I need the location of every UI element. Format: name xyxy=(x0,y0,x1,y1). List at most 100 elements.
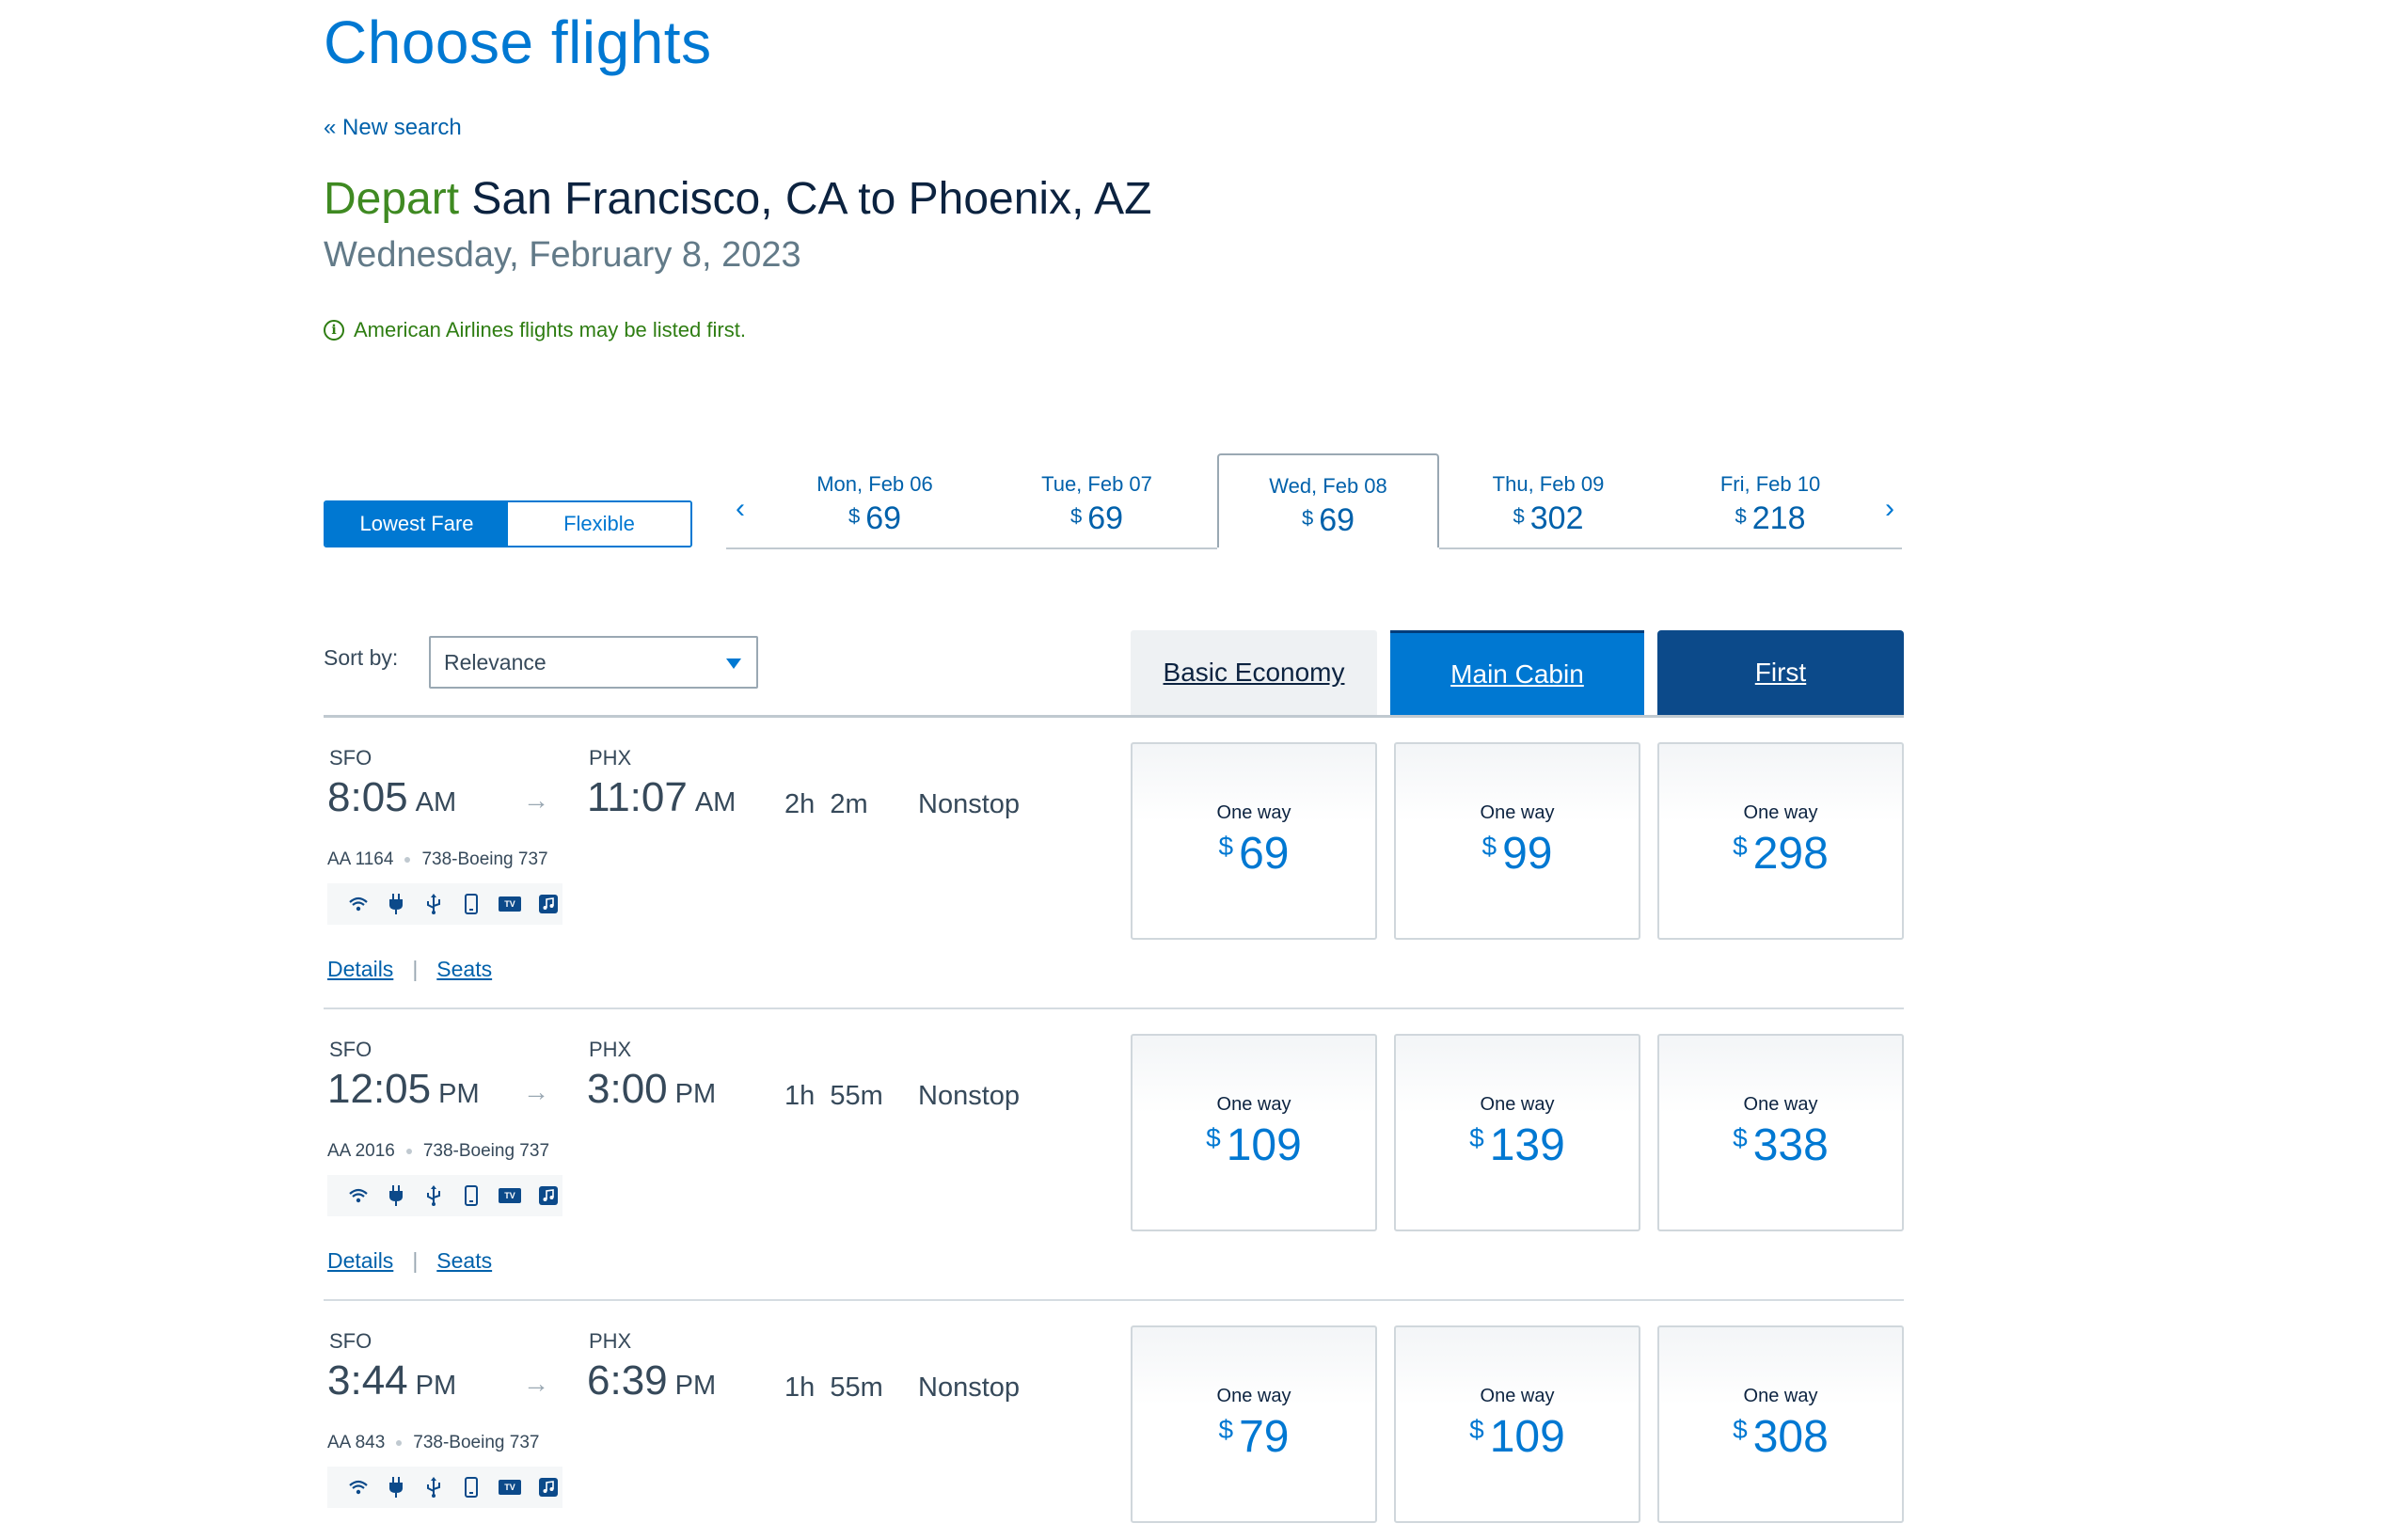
basic-economy-price-button[interactable]: One way $69 xyxy=(1131,742,1377,940)
basic-economy-price-button[interactable]: One way $79 xyxy=(1131,1325,1377,1523)
basic-economy-price-button[interactable]: One way $109 xyxy=(1131,1034,1377,1231)
arrow-right-icon: → xyxy=(523,1369,549,1398)
tv-icon: TV xyxy=(499,1188,521,1203)
details-link[interactable]: Details xyxy=(327,1248,394,1273)
arrow-right-icon: → xyxy=(523,1077,549,1106)
arrow-right-icon: → xyxy=(523,785,549,815)
flight-row: SFO 12:05 PM → PHX 3:00 PM 1h 55m Nonstop … xyxy=(324,1009,1904,1301)
sort-label: Sort by: xyxy=(324,645,399,670)
flight-number: AA 1164 xyxy=(327,849,394,869)
separator-dot xyxy=(404,857,411,863)
fare-label: One way xyxy=(1480,1094,1555,1115)
route-heading: Depart San Francisco, CA to Phoenix, AZ xyxy=(324,173,1151,225)
flight-number: AA 843 xyxy=(327,1433,386,1452)
fare-amount: $69 xyxy=(1218,829,1290,879)
date-price: $69 xyxy=(1301,502,1355,538)
fare-label: One way xyxy=(1216,1386,1291,1406)
wifi-icon xyxy=(348,894,369,914)
date-price: $302 xyxy=(1513,500,1584,536)
fare-amount: $308 xyxy=(1733,1412,1829,1462)
fare-amount: $338 xyxy=(1733,1120,1829,1170)
sort-select[interactable]: Relevance xyxy=(429,636,758,689)
info-message: i American Airlines flights may be liste… xyxy=(324,318,746,342)
flight-info: AA 1164 738-Boeing 737 xyxy=(327,849,548,870)
fare-label: One way xyxy=(1743,802,1818,823)
fare-amount: $109 xyxy=(1206,1120,1302,1170)
fare-amount: $298 xyxy=(1733,829,1829,879)
first-price-button[interactable]: One way $338 xyxy=(1657,1034,1904,1231)
date-option[interactable]: Fri, Feb 10 $218 xyxy=(1661,463,1879,549)
details-link[interactable]: Details xyxy=(327,957,394,981)
wifi-icon xyxy=(348,1185,369,1206)
lowest-fare-option[interactable]: Lowest Fare xyxy=(325,502,508,546)
fare-type-toggle: Lowest Fare Flexible xyxy=(324,500,692,547)
power-icon xyxy=(386,1477,406,1498)
seats-link[interactable]: Seats xyxy=(436,1248,493,1273)
date-label: Fri, Feb 10 xyxy=(1719,472,1821,496)
depart-label: Depart xyxy=(324,174,460,224)
origin-airport: SFO xyxy=(329,1329,372,1353)
wifi-icon xyxy=(348,1477,369,1498)
flight-duration: 1h 55m xyxy=(784,1372,883,1403)
tv-icon: TV xyxy=(499,896,521,912)
basic-economy-tab[interactable]: Basic Economy xyxy=(1131,630,1377,715)
date-option[interactable]: Thu, Feb 09 $302 xyxy=(1439,463,1657,549)
chevron-left-icon[interactable]: ‹ xyxy=(736,493,745,524)
route-text: San Francisco, CA to Phoenix, AZ xyxy=(471,174,1152,224)
origin-airport: SFO xyxy=(329,1038,372,1061)
travel-date: Wednesday, February 8, 2023 xyxy=(324,235,801,275)
destination-airport: PHX xyxy=(589,1038,632,1061)
seats-link[interactable]: Seats xyxy=(436,957,493,981)
flexible-option[interactable]: Flexible xyxy=(508,502,690,546)
main-cabin-price-button[interactable]: One way $109 xyxy=(1394,1325,1640,1523)
date-carousel: ‹ Mon, Feb 06 $69 Tue, Feb 07 $69 Wed, F… xyxy=(726,452,1902,551)
music-icon xyxy=(538,894,559,914)
fare-label: One way xyxy=(1480,1386,1555,1406)
first-price-button[interactable]: One way $298 xyxy=(1657,742,1904,940)
flight-stops: Nonstop xyxy=(918,789,1021,819)
destination-airport: PHX xyxy=(589,746,632,770)
tv-icon: TV xyxy=(499,1480,521,1495)
aircraft-type: 738-Boeing 737 xyxy=(413,1433,540,1452)
fare-amount: $79 xyxy=(1218,1412,1290,1462)
destination-airport: PHX xyxy=(589,1329,632,1353)
usb-icon xyxy=(423,1477,444,1498)
date-price: $69 xyxy=(848,500,902,536)
date-option[interactable]: Mon, Feb 06 $69 xyxy=(766,463,984,549)
date-option-selected[interactable]: Wed, Feb 08 $69 xyxy=(1217,453,1439,551)
music-icon xyxy=(538,1477,559,1498)
flight-stops: Nonstop xyxy=(918,1372,1021,1403)
aircraft-type: 738-Boeing 737 xyxy=(421,849,548,869)
usb-icon xyxy=(423,894,444,914)
sort-value: Relevance xyxy=(444,649,547,674)
fare-amount: $139 xyxy=(1469,1120,1565,1170)
fare-label: One way xyxy=(1743,1094,1818,1115)
chevron-right-icon[interactable]: › xyxy=(1885,493,1894,524)
flight-row: SFO 8:05 AM → PHX 11:07 AM 2h 2m Nonstop A… xyxy=(324,718,1904,1009)
date-price: $218 xyxy=(1735,500,1806,536)
arrival-time: 3:00 PM xyxy=(587,1066,717,1112)
date-label: Thu, Feb 09 xyxy=(1492,472,1605,496)
main-cabin-price-button[interactable]: One way $99 xyxy=(1394,742,1640,940)
arrival-time: 11:07 AM xyxy=(587,774,737,820)
first-price-button[interactable]: One way $308 xyxy=(1657,1325,1904,1523)
phone-icon xyxy=(461,894,482,914)
fare-label: One way xyxy=(1743,1386,1818,1406)
info-icon: i xyxy=(324,320,344,341)
main-cabin-tab[interactable]: Main Cabin xyxy=(1390,630,1644,715)
departure-time: 3:44 PM xyxy=(327,1357,457,1404)
page-title: Choose flights xyxy=(324,8,712,76)
date-label: Tue, Feb 07 xyxy=(1041,472,1152,496)
fare-amount: $109 xyxy=(1469,1412,1565,1462)
new-search-link[interactable]: « New search xyxy=(324,115,462,140)
date-option[interactable]: Tue, Feb 07 $69 xyxy=(988,463,1206,549)
row-divider xyxy=(324,1299,1904,1301)
phone-icon xyxy=(461,1477,482,1498)
music-icon xyxy=(538,1185,559,1206)
first-tab[interactable]: First xyxy=(1657,630,1904,715)
main-cabin-price-button[interactable]: One way $139 xyxy=(1394,1034,1640,1231)
flight-info: AA 2016 738-Boeing 737 xyxy=(327,1141,549,1162)
flight-links: Details | Seats xyxy=(327,1248,492,1274)
usb-icon xyxy=(423,1185,444,1206)
link-separator: | xyxy=(412,1248,419,1273)
